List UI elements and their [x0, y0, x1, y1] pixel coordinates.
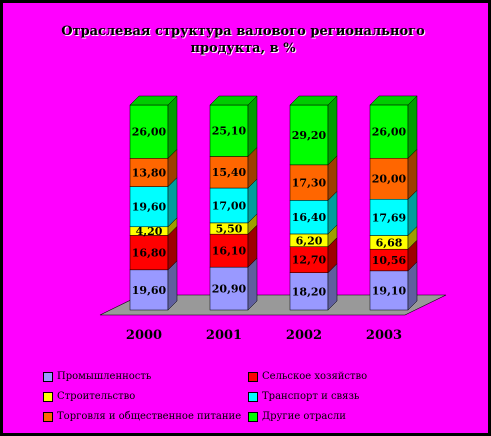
data-label: 16,10	[212, 245, 247, 258]
bar-segment	[289, 246, 329, 273]
data-label: 29,20	[292, 129, 327, 142]
bar-segment	[289, 200, 329, 235]
bar-segment	[129, 104, 169, 159]
data-label: 6,68	[376, 236, 403, 249]
bar-segment-side	[327, 95, 338, 166]
data-label: 4,20	[136, 225, 163, 238]
bar-segment	[369, 198, 409, 236]
legend-label: Другие отрасли	[262, 411, 346, 422]
legend-swatch	[43, 371, 53, 382]
bar-top	[369, 95, 418, 106]
bar-segment-side	[247, 95, 258, 158]
bar-segment	[209, 266, 249, 311]
bar-top	[129, 95, 178, 106]
bar-segment	[209, 104, 249, 157]
bar-segment	[209, 156, 249, 189]
data-label: 12,70	[292, 254, 327, 267]
chart-floor	[99, 294, 447, 316]
data-label: 17,30	[292, 177, 327, 190]
data-label: 17,00	[212, 199, 247, 212]
legend-label: Торговля и общественное питание	[57, 411, 242, 422]
data-label: 19,60	[132, 201, 167, 214]
bar-segment	[209, 233, 249, 268]
legend-swatch	[248, 391, 258, 402]
data-label: 26,00	[372, 126, 407, 139]
data-label: 18,20	[292, 285, 327, 298]
data-label: 15,40	[212, 166, 247, 179]
legend-item: Торговля и общественное питание	[43, 411, 241, 422]
chart-title: Отраслевая структура валового региональн…	[61, 24, 425, 56]
data-label: 16,80	[132, 247, 167, 260]
legend-label: Сельское хозяйство	[262, 371, 368, 382]
legend-swatch	[248, 371, 258, 382]
legend-label: Транспорт и связь	[262, 391, 360, 402]
bar-segment	[369, 157, 409, 200]
legend-item: Сельское хозяйство	[248, 371, 367, 382]
data-label: 25,10	[212, 125, 247, 138]
bar-segment-side	[167, 95, 178, 159]
x-tick-label: 2002	[286, 328, 322, 343]
data-label: 20,00	[372, 173, 407, 186]
bar-segment	[129, 158, 169, 187]
bar-segment	[129, 235, 169, 271]
legend-item: Строительство	[43, 391, 135, 402]
bar-segment	[209, 187, 249, 224]
legend-swatch	[43, 411, 53, 422]
stacked-bar-chart: 19,60 16,80 4,20 19,60 13,80 26,00 2000 20,90 16…	[99, 95, 447, 343]
x-tick-label: 2003	[366, 328, 402, 343]
x-tick-label: 2000	[126, 328, 162, 343]
bar-segment	[289, 164, 329, 201]
bar-segment	[129, 269, 169, 311]
data-label: 26,00	[132, 126, 167, 139]
legend-item: Другие отрасли	[248, 411, 346, 422]
data-label: 16,40	[292, 211, 327, 224]
bar-top	[209, 95, 258, 106]
legend-item: Транспорт и связь	[248, 391, 359, 402]
data-label: 5,50	[216, 223, 243, 236]
legend-item: Промышленность	[43, 371, 151, 382]
bar-segment-side	[407, 95, 418, 159]
bar-top	[289, 95, 338, 106]
bar-segment	[129, 186, 169, 228]
bar-segment	[289, 272, 329, 311]
data-label: 19,60	[132, 284, 167, 297]
data-label: 20,90	[212, 283, 247, 296]
data-label: 17,69	[372, 211, 406, 224]
data-label: 6,20	[296, 234, 323, 247]
legend-swatch	[43, 391, 53, 402]
data-label: 19,10	[372, 284, 407, 297]
legend-swatch	[248, 411, 258, 422]
legend-label: Промышленность	[57, 371, 152, 382]
bar-segment	[289, 104, 329, 166]
data-label: 13,80	[132, 166, 167, 179]
legend-label: Строительство	[57, 391, 136, 402]
data-label: 10,56	[372, 254, 407, 267]
x-tick-label: 2001	[206, 328, 242, 343]
